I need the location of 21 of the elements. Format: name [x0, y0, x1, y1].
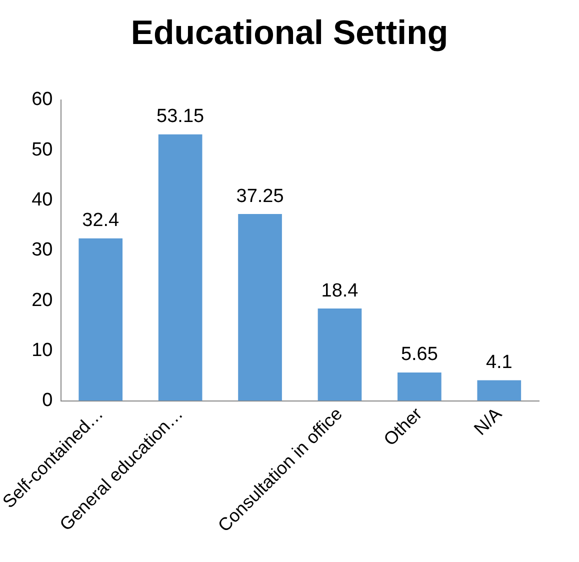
bar — [477, 380, 522, 401]
y-tick-label: 20 — [32, 290, 53, 311]
data-label: 37.25 — [236, 186, 284, 207]
bar — [238, 214, 282, 401]
y-tick-label: 30 — [32, 240, 53, 261]
data-label: 32.4 — [82, 210, 120, 232]
data-label: 18.4 — [321, 280, 359, 302]
y-tick-label: 50 — [32, 139, 53, 160]
bar — [398, 372, 442, 401]
bar — [78, 238, 123, 401]
chart-title: Educational Setting — [130, 14, 450, 53]
data-label: 5.65 — [400, 344, 438, 366]
bar — [318, 308, 362, 401]
y-tick-label: 10 — [32, 340, 53, 361]
x-tick-label: N/A — [470, 404, 506, 440]
y-tick-label: 40 — [32, 190, 53, 210]
y-tick-label: 60 — [32, 89, 53, 110]
bar — [158, 134, 202, 401]
data-label: 53.15 — [156, 106, 204, 128]
y-tick-label: 0 — [42, 390, 53, 412]
data-label: 4.1 — [486, 352, 512, 373]
